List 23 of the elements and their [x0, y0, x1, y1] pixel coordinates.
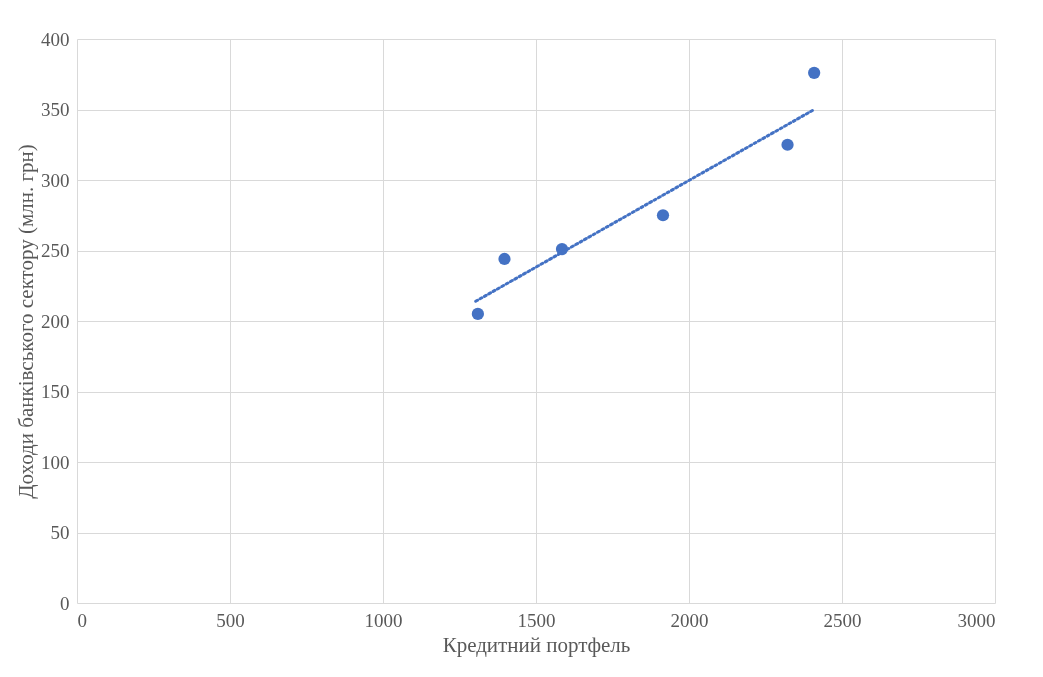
x-axis-title: Кредитний портфель: [442, 632, 631, 657]
point: [471, 307, 484, 321]
x-tick-label: 0: [77, 609, 87, 631]
y-tick-label: 100: [41, 451, 70, 473]
y-tick-label: 250: [41, 240, 70, 261]
x-tick-label: 1500: [517, 609, 556, 631]
x-tick-label: 2000: [670, 609, 709, 631]
y-axis-title: Доходи банківського сектору (млн. грн): [14, 144, 38, 499]
y-tick-label: 200: [41, 310, 70, 332]
x-tick-label: 2500: [823, 609, 862, 631]
point: [498, 252, 511, 266]
y-tick-label: 0: [60, 592, 70, 614]
x-tick-label: 1000: [364, 609, 403, 631]
point: [656, 209, 670, 222]
x-tick-label: 3000: [957, 609, 996, 631]
y-tick-label: 150: [41, 381, 70, 402]
x-tick-label: 500: [216, 609, 245, 631]
point: [781, 138, 794, 151]
point: [808, 66, 821, 79]
y-tick-label: 400: [41, 28, 70, 50]
y-tick-label: 300: [41, 169, 70, 191]
y-tick-label: 350: [41, 99, 70, 120]
y-tick-label: 50: [50, 522, 70, 543]
